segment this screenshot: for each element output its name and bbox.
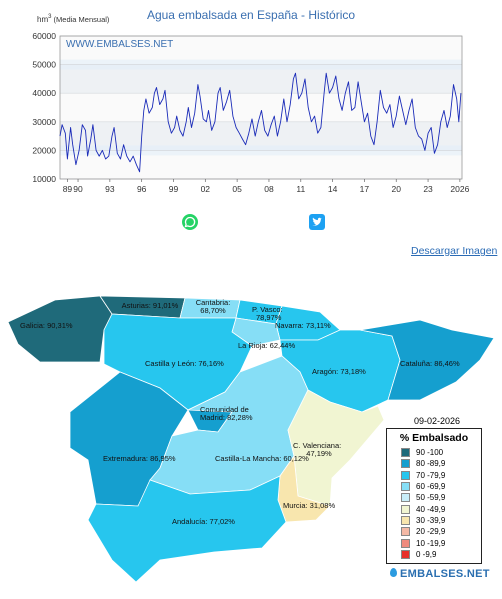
x-tick-label: 96 bbox=[137, 184, 147, 194]
twitter-icon bbox=[312, 217, 323, 226]
y-axis-label: hm3 (Media Mensual) bbox=[37, 14, 110, 24]
region-label-asturias: Asturias: 91,01% bbox=[122, 301, 179, 310]
x-tick-label: 11 bbox=[296, 184, 305, 194]
legend-item: 30 -39,9 bbox=[401, 515, 481, 526]
legend-item: 50 -59,9 bbox=[401, 492, 481, 503]
map-legend: % Embalsado 90 -100 80 -89,9 70 -79,9 60 -6… bbox=[386, 428, 482, 564]
legend-swatch bbox=[401, 459, 410, 469]
legend-swatch bbox=[401, 504, 410, 514]
x-tick-label: 05 bbox=[232, 184, 242, 194]
y-tick-label: 60000 bbox=[32, 31, 56, 41]
twitter-share-button[interactable] bbox=[309, 214, 325, 230]
x-tick-label: 20 bbox=[392, 184, 402, 194]
y-tick-label: 40000 bbox=[32, 88, 56, 98]
legend-swatch bbox=[401, 527, 410, 537]
legend-title: % Embalsado bbox=[399, 432, 469, 444]
x-tick-label: 89 bbox=[63, 184, 73, 194]
series-line bbox=[59, 72, 462, 173]
whatsapp-share-button[interactable] bbox=[182, 214, 198, 230]
region-label-castilla-la-mancha: Castilla-La Mancha: 60,12% bbox=[215, 454, 309, 463]
legend-item: 80 -89,9 bbox=[401, 458, 481, 469]
legend-label: 70 -79,9 bbox=[416, 470, 446, 480]
legend-label: 20 -29,9 bbox=[416, 527, 446, 537]
region-label-la-rioja: La Rioja: 62,44% bbox=[238, 341, 295, 350]
legend-label: 50 -59,9 bbox=[416, 493, 446, 503]
x-tick-label: 90 bbox=[73, 184, 83, 194]
x-tick-label: 99 bbox=[169, 184, 179, 194]
legend-list: 90 -100 80 -89,9 70 -79,9 60 -69,9 50 -59,9 4… bbox=[387, 447, 481, 560]
region-label-cantabria: Cantabria: bbox=[196, 298, 231, 307]
region-label-value-c-valenciana: 47,19% bbox=[306, 449, 332, 458]
region-label-galicia: Galicia: 90,31% bbox=[20, 321, 73, 330]
brand-text: EMBALSES.NET bbox=[400, 568, 490, 580]
legend-swatch bbox=[401, 448, 410, 458]
legend-label: 40 -49,9 bbox=[416, 504, 446, 514]
grid-band bbox=[60, 93, 462, 122]
region-c-valenciana bbox=[287, 389, 385, 507]
region-andalucia bbox=[87, 475, 287, 583]
legend-item: 20 -29,9 bbox=[401, 526, 481, 537]
region-label-c-valenciana: C. Valenciana: bbox=[293, 441, 341, 450]
legend-swatch bbox=[401, 493, 410, 503]
legend-label: 30 -39,9 bbox=[416, 515, 446, 525]
brand-logo: EMBALSES.NET bbox=[390, 568, 490, 580]
region-label-aragon: Aragón: 73,18% bbox=[312, 367, 366, 376]
y-tick-label: 20000 bbox=[32, 145, 56, 155]
x-tick-label: 08 bbox=[264, 184, 274, 194]
x-tick-label: 14 bbox=[328, 184, 338, 194]
region-label-value-cantabria: 68,70% bbox=[200, 306, 226, 315]
legend-swatch bbox=[401, 470, 410, 480]
region-label-cataluna: Cataluña: 86,46% bbox=[400, 359, 460, 368]
legend-label: 0 -9,9 bbox=[416, 549, 437, 559]
region-label-andalucia: Andalucía: 77,02% bbox=[172, 517, 235, 526]
legend-item: 0 -9,9 bbox=[401, 549, 481, 560]
y-tick-label: 10000 bbox=[32, 174, 56, 184]
legend-item: 10 -19,9 bbox=[401, 537, 481, 548]
legend-item: 60 -69,9 bbox=[401, 481, 481, 492]
map-date: 09-02-2026 bbox=[414, 416, 461, 426]
water-drop-icon bbox=[390, 568, 397, 577]
y-tick-label: 50000 bbox=[32, 60, 56, 70]
legend-swatch bbox=[401, 482, 410, 492]
x-tick-label: 23 bbox=[423, 184, 433, 194]
x-tick-label: 17 bbox=[360, 184, 370, 194]
legend-item: 40 -49,9 bbox=[401, 503, 481, 514]
whatsapp-icon bbox=[184, 216, 196, 228]
legend-swatch bbox=[401, 515, 410, 525]
legend-label: 90 -100 bbox=[416, 448, 444, 458]
region-label-value-p-vasco: 78,97% bbox=[256, 313, 282, 322]
legend-label: 80 -89,9 bbox=[416, 459, 446, 469]
legend-label: 60 -69,9 bbox=[416, 482, 446, 492]
legend-item: 90 -100 bbox=[401, 447, 481, 458]
x-tick-label: 02 bbox=[201, 184, 211, 194]
region-cataluna bbox=[359, 319, 495, 401]
region-label-p-vasco: P. Vasco: bbox=[252, 305, 283, 314]
x-tick-label: 93 bbox=[105, 184, 115, 194]
x-tick-label: 2026 bbox=[450, 184, 469, 194]
chart-title: Agua embalsada en España - Histórico bbox=[147, 8, 355, 22]
legend-swatch bbox=[401, 549, 410, 559]
region-label-castilla-y-leon: Castilla y León: 76,16% bbox=[145, 359, 224, 368]
region-label-comunidad-de-madrid: Comunidad de bbox=[200, 405, 249, 414]
region-label-murcia: Murcia: 31,08% bbox=[283, 501, 335, 510]
historical-line-chart: Agua embalsada en España - Histórico hm3 … bbox=[32, 8, 469, 194]
legend-item: 70 -79,9 bbox=[401, 470, 481, 481]
download-image-link[interactable]: Descargar Imagen bbox=[411, 245, 498, 257]
legend-swatch bbox=[401, 538, 410, 548]
legend-label: 10 -19,9 bbox=[416, 538, 446, 548]
region-label-madrid-line2: Madrid: 82,28% bbox=[200, 413, 253, 422]
region-label-navarra: Navarra: 73,11% bbox=[275, 321, 331, 330]
watermark: WWW.EMBALSES.NET bbox=[66, 39, 173, 50]
plot-frame bbox=[59, 35, 463, 180]
spain-reservoir-map: Galicia: 90,31% Asturias: 91,01% Cantabria… bbox=[7, 295, 495, 583]
region-label-extremadura: Extremadura: 86,95% bbox=[103, 454, 176, 463]
y-tick-label: 30000 bbox=[32, 117, 56, 127]
